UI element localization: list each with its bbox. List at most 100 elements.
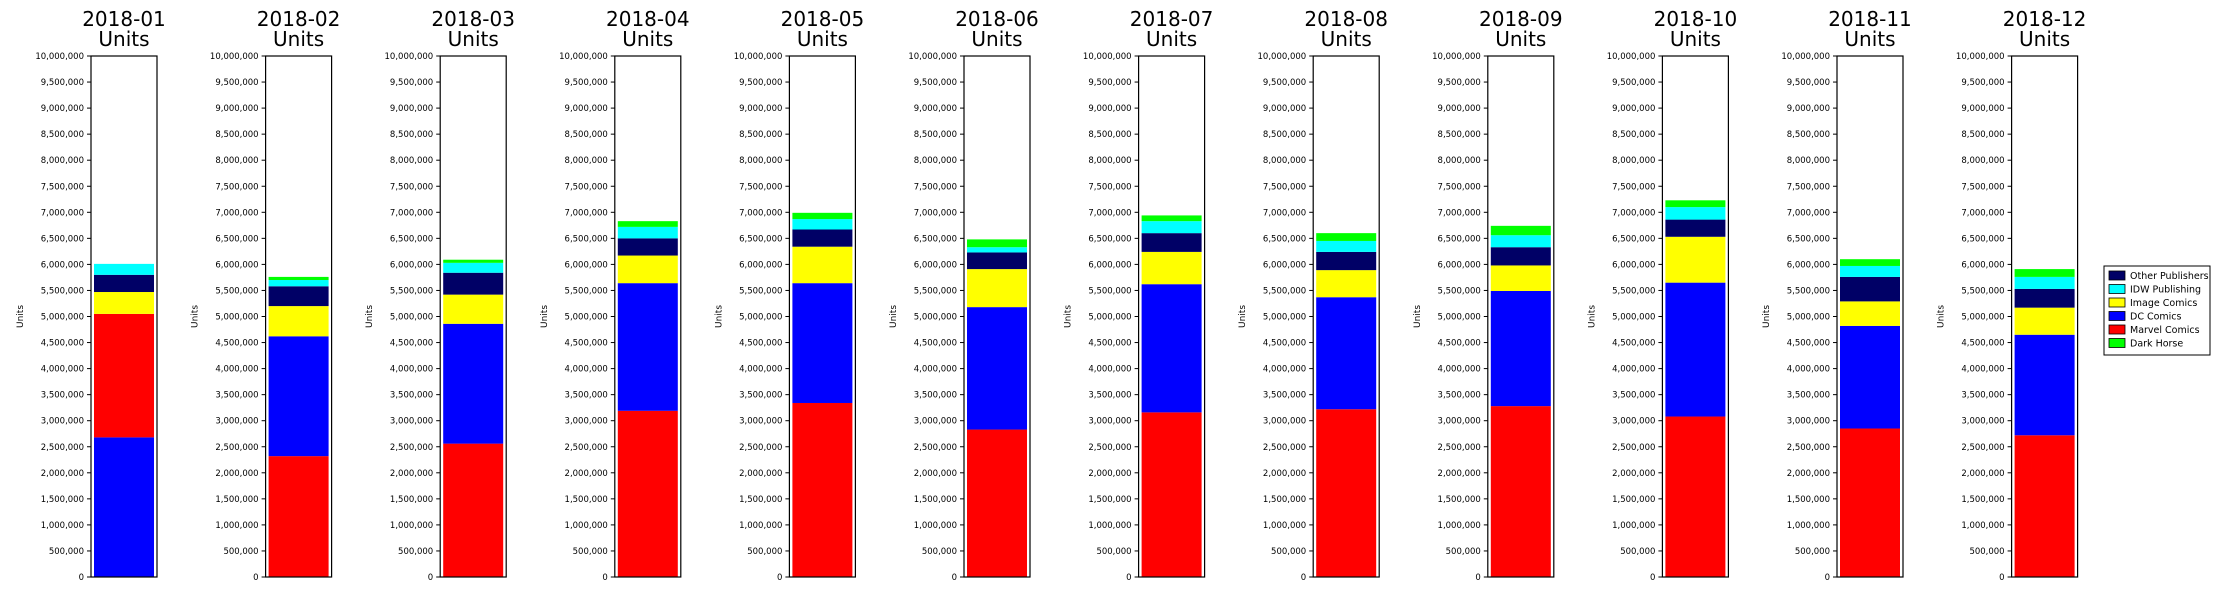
panel-11-ytick-label: 4,500,000	[1787, 339, 1830, 349]
panel-8-ytick-label: 10,000,000	[1258, 52, 1307, 62]
panel-3-ytick-label: 9,500,000	[390, 78, 433, 88]
panel-3-ylabel: Units	[365, 305, 375, 328]
panel-7-ytick-label: 9,500,000	[1088, 78, 1131, 88]
panel-3-bar-image-comics	[443, 294, 504, 324]
panel-10-ytick-label: 8,000,000	[1612, 156, 1655, 166]
panel-9-ytick-label: 2,500,000	[1438, 443, 1481, 453]
panel-10-ytick-label: 1,500,000	[1612, 495, 1655, 505]
panel-5-ytick-label: 2,500,000	[739, 443, 782, 453]
panel-4-ytick-label: 3,500,000	[565, 391, 608, 401]
panel-11-ytick-label: 7,000,000	[1787, 208, 1830, 218]
panel-12-ytick-label: 7,500,000	[1961, 182, 2004, 192]
panel-10-ytick-label: 6,000,000	[1612, 260, 1655, 270]
panel-2-title-line-1: 2018-02	[257, 7, 341, 31]
panel-6-ytick-label: 10,000,000	[908, 52, 957, 62]
panel-8-ytick-label: 1,500,000	[1263, 495, 1306, 505]
panel-3-ytick-label: 3,000,000	[390, 417, 433, 427]
panel-11-ytick-label: 500,000	[1795, 547, 1830, 557]
panel-3-title-line-1: 2018-03	[431, 7, 515, 31]
panel-9-bar-dc-comics	[1490, 290, 1551, 407]
panel-12-ytick-label: 7,000,000	[1961, 208, 2004, 218]
panel-4-ytick-label: 4,000,000	[565, 365, 608, 375]
panel-9-bar-image-comics	[1490, 265, 1551, 291]
panel-9-ytick-label: 0	[1475, 573, 1480, 583]
panel-7-bar-idw-publishing	[1141, 221, 1202, 234]
panel-4-ytick-label: 7,000,000	[565, 208, 608, 218]
panel-6-ytick-label: 5,000,000	[914, 313, 957, 323]
panel-3-ytick-label: 6,500,000	[390, 234, 433, 244]
panel-9-ytick-label: 4,000,000	[1438, 365, 1481, 375]
panel-11-ytick-label: 9,000,000	[1787, 104, 1830, 114]
panel-2-ytick-label: 2,000,000	[215, 469, 258, 479]
panel-8-ytick-label: 7,500,000	[1263, 182, 1306, 192]
panel-12-ytick-label: 500,000	[1969, 547, 2004, 557]
panel-10-ytick-label: 2,000,000	[1612, 469, 1655, 479]
panel-3-ytick-label: 4,500,000	[390, 339, 433, 349]
panel-8-ytick-label: 3,500,000	[1263, 391, 1306, 401]
panel-4-ytick-label: 6,500,000	[565, 234, 608, 244]
panel-1-ytick-label: 3,500,000	[41, 391, 84, 401]
panel-1-ytick-label: 2,000,000	[41, 469, 84, 479]
panel-4-ytick-label: 4,500,000	[565, 339, 608, 349]
panel-6-bar-marvel-comics	[967, 429, 1027, 577]
panel-11-ytick-label: 9,500,000	[1787, 78, 1830, 88]
panel-4-bar-dc-comics	[617, 283, 678, 411]
panel-5-ytick-label: 9,500,000	[739, 78, 782, 88]
panel-6-bar-other-publishers	[967, 252, 1027, 270]
panel-7-ytick-label: 5,000,000	[1088, 313, 1131, 323]
panel-5-ytick-label: 9,000,000	[739, 104, 782, 114]
panel-4-bar-marvel-comics	[617, 410, 678, 577]
panel-10-bar-dark-horse	[1665, 200, 1726, 208]
panel-11-bar-idw-publishing	[1840, 265, 1900, 277]
panel-2-ytick-label: 5,500,000	[215, 286, 258, 296]
panel-6-ytick-label: 1,500,000	[914, 495, 957, 505]
panel-6-ytick-label: 9,000,000	[914, 104, 957, 114]
legend-swatch-marvel-comics	[2108, 324, 2126, 335]
panel-11-ytick-label: 5,500,000	[1787, 286, 1830, 296]
panel-5-ytick-label: 5,000,000	[739, 313, 782, 323]
panel-2-ytick-label: 3,000,000	[215, 417, 258, 427]
panel-8-bar-dark-horse	[1316, 233, 1377, 241]
panel-2-ytick-label: 5,000,000	[215, 313, 258, 323]
panel-6-bar-dc-comics	[967, 307, 1027, 430]
panel-1-ytick-label: 4,500,000	[41, 339, 84, 349]
panel-7-title-line-2: Units	[1146, 27, 1197, 51]
panel-3-ytick-label: 5,500,000	[390, 286, 433, 296]
panel-11-ytick-label: 5,000,000	[1787, 313, 1830, 323]
panel-5-ytick-label: 500,000	[747, 547, 782, 557]
panel-4-ytick-label: 3,000,000	[565, 417, 608, 427]
panel-10-ytick-label: 5,000,000	[1612, 313, 1655, 323]
panel-12-ytick-label: 3,500,000	[1961, 391, 2004, 401]
panel-9-ytick-label: 8,500,000	[1438, 130, 1481, 140]
panel-1-ytick-label: 4,000,000	[41, 365, 84, 375]
panel-12-ytick-label: 8,000,000	[1961, 156, 2004, 166]
panel-9-ytick-label: 5,500,000	[1438, 286, 1481, 296]
panel-3-ytick-label: 1,000,000	[390, 521, 433, 531]
panel-11-ytick-label: 3,000,000	[1787, 417, 1830, 427]
panel-7-ytick-label: 1,000,000	[1088, 521, 1131, 531]
panel-12-ytick-label: 9,000,000	[1961, 104, 2004, 114]
panel-10-ytick-label: 6,500,000	[1612, 234, 1655, 244]
panel-9-ytick-label: 9,000,000	[1438, 104, 1481, 114]
panel-9-ytick-label: 1,000,000	[1438, 521, 1481, 531]
panel-2-ytick-label: 8,500,000	[215, 130, 258, 140]
panel-8-ytick-label: 9,000,000	[1263, 104, 1306, 114]
panel-4-ytick-label: 5,500,000	[565, 286, 608, 296]
panel-7-ytick-label: 8,500,000	[1088, 130, 1131, 140]
panel-8-bar-idw-publishing	[1316, 240, 1377, 252]
panel-3-ytick-label: 6,000,000	[390, 260, 433, 270]
panel-12-ytick-label: 10,000,000	[1956, 52, 2005, 62]
panel-12-bar-dark-horse	[2014, 269, 2075, 277]
panel-8-ytick-label: 2,000,000	[1263, 469, 1306, 479]
panel-4-ytick-label: 500,000	[573, 547, 608, 557]
panel-4-ylabel: Units	[540, 305, 550, 328]
panel-5-ytick-label: 7,000,000	[739, 208, 782, 218]
panel-7-ytick-label: 3,000,000	[1088, 417, 1131, 427]
panel-7-bar-image-comics	[1141, 251, 1202, 285]
panel-1-ytick-label: 1,000,000	[41, 521, 84, 531]
panel-1-ytick-label: 6,500,000	[41, 234, 84, 244]
panel-5-ytick-label: 4,500,000	[739, 339, 782, 349]
panel-12-ytick-label: 4,000,000	[1961, 365, 2004, 375]
panel-10-ytick-label: 10,000,000	[1607, 52, 1656, 62]
panel-6-ytick-label: 0	[952, 573, 957, 583]
